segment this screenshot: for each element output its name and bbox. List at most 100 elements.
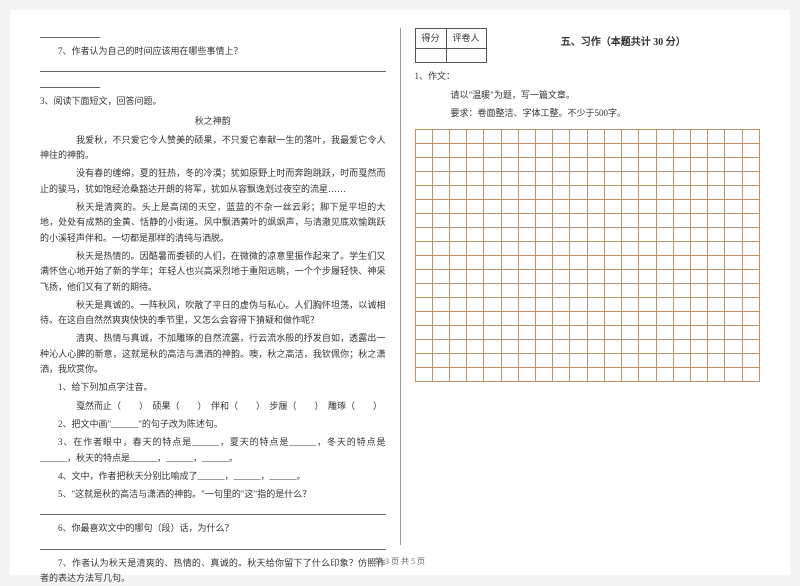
grid-cell (484, 270, 501, 284)
grid-cell (415, 256, 432, 270)
grid-cell (604, 284, 621, 298)
grid-cell (518, 270, 535, 284)
grid-cell (639, 144, 656, 158)
grid-cell (467, 312, 484, 326)
grid-cell (553, 298, 570, 312)
grid-cell (587, 228, 604, 242)
grid-cell (622, 326, 639, 340)
grid-cell (691, 186, 708, 200)
grid-cell (449, 368, 466, 382)
question-4: 4、文中，作者把秋天分别比喻成了______，______，______。 (40, 469, 386, 484)
grid-cell (587, 284, 604, 298)
grid-cell (449, 172, 466, 186)
grid-cell (415, 158, 432, 172)
question-2: 2、把文中画"______"的句子改为陈述句。 (40, 417, 386, 432)
grid-cell (449, 354, 466, 368)
grid-cell (518, 284, 535, 298)
grid-cell (449, 312, 466, 326)
grid-cell (742, 172, 759, 186)
grid-cell (415, 242, 432, 256)
grid-cell (604, 228, 621, 242)
grid-cell (656, 340, 673, 354)
grid-cell (673, 312, 690, 326)
grid-cell (587, 368, 604, 382)
grid-cell (570, 298, 587, 312)
grid-cell (536, 228, 553, 242)
grid-cell (691, 214, 708, 228)
grid-cell (656, 354, 673, 368)
grid-cell (604, 144, 621, 158)
score-label: 得分 (415, 29, 446, 49)
grid-cell (449, 144, 466, 158)
grid-cell (604, 270, 621, 284)
grid-cell (673, 284, 690, 298)
grid-cell (570, 228, 587, 242)
grid-cell (484, 284, 501, 298)
grid-cell (639, 298, 656, 312)
grid-cell (570, 158, 587, 172)
grid-cell (725, 256, 742, 270)
grid-cell (449, 186, 466, 200)
grid-cell (708, 172, 725, 186)
grid-cell (467, 186, 484, 200)
grid-cell (742, 214, 759, 228)
grid-cell (449, 326, 466, 340)
grid-cell (673, 200, 690, 214)
grid-cell (432, 172, 449, 186)
grid-cell (604, 340, 621, 354)
reading-intro: 3、阅读下面短文，回答问题。 (40, 94, 386, 109)
grid-cell (553, 270, 570, 284)
grid-cell (742, 284, 759, 298)
grid-cell (467, 256, 484, 270)
grid-cell (742, 158, 759, 172)
grid-cell (536, 186, 553, 200)
question-7-prev: 7、作者认为自己的时间应该用在哪些事情上？ (40, 44, 386, 59)
grid-cell (587, 200, 604, 214)
page-footer: 第 3 页 共 5 页 (10, 556, 790, 567)
grid-cell (708, 284, 725, 298)
question-1-sub: 戛然而止（ ） 硕果（ ） 伴和（ ） 步履（ ） 雕琢（ ） (40, 399, 386, 414)
grid-cell (656, 158, 673, 172)
grid-cell (725, 270, 742, 284)
grid-cell (518, 256, 535, 270)
grid-cell (415, 186, 432, 200)
grid-cell (622, 228, 639, 242)
grid-cell (639, 256, 656, 270)
grid-cell (708, 354, 725, 368)
grid-cell (467, 200, 484, 214)
essay-topic: 请以"温暖"为题，写一篇文章。 (415, 88, 761, 103)
left-column: 7、作者认为自己的时间应该用在哪些事情上？ 3、阅读下面短文，回答问题。 秋之神… (40, 28, 401, 545)
passage-title: 秋之神韵 (40, 114, 386, 129)
grid-cell (553, 242, 570, 256)
grid-cell (432, 158, 449, 172)
grid-cell (708, 200, 725, 214)
grid-cell (691, 312, 708, 326)
grid-cell (432, 186, 449, 200)
grid-cell (536, 368, 553, 382)
grid-cell (570, 368, 587, 382)
grid-cell (604, 200, 621, 214)
grid-cell (553, 172, 570, 186)
grid-cell (604, 368, 621, 382)
grid-cell (673, 242, 690, 256)
grid-cell (673, 256, 690, 270)
score-header: 得分 评卷人 五、习作（本题共计 30 分） (415, 28, 761, 63)
grid-cell (622, 214, 639, 228)
grid-cell (570, 242, 587, 256)
grid-cell (673, 158, 690, 172)
grid-cell (484, 326, 501, 340)
grid-cell (656, 228, 673, 242)
grid-cell (432, 144, 449, 158)
grid-cell (725, 228, 742, 242)
grid-cell (553, 130, 570, 144)
answer-line (40, 505, 386, 515)
grid-cell (673, 340, 690, 354)
grid-cell (725, 144, 742, 158)
grid-cell (432, 242, 449, 256)
grid-cell (587, 298, 604, 312)
grid-cell (536, 214, 553, 228)
grid-cell (449, 214, 466, 228)
grid-cell (553, 228, 570, 242)
grid-cell (691, 340, 708, 354)
right-column: 得分 评卷人 五、习作（本题共计 30 分） 1、作文： 请以"温暖"为题，写一… (401, 28, 761, 545)
